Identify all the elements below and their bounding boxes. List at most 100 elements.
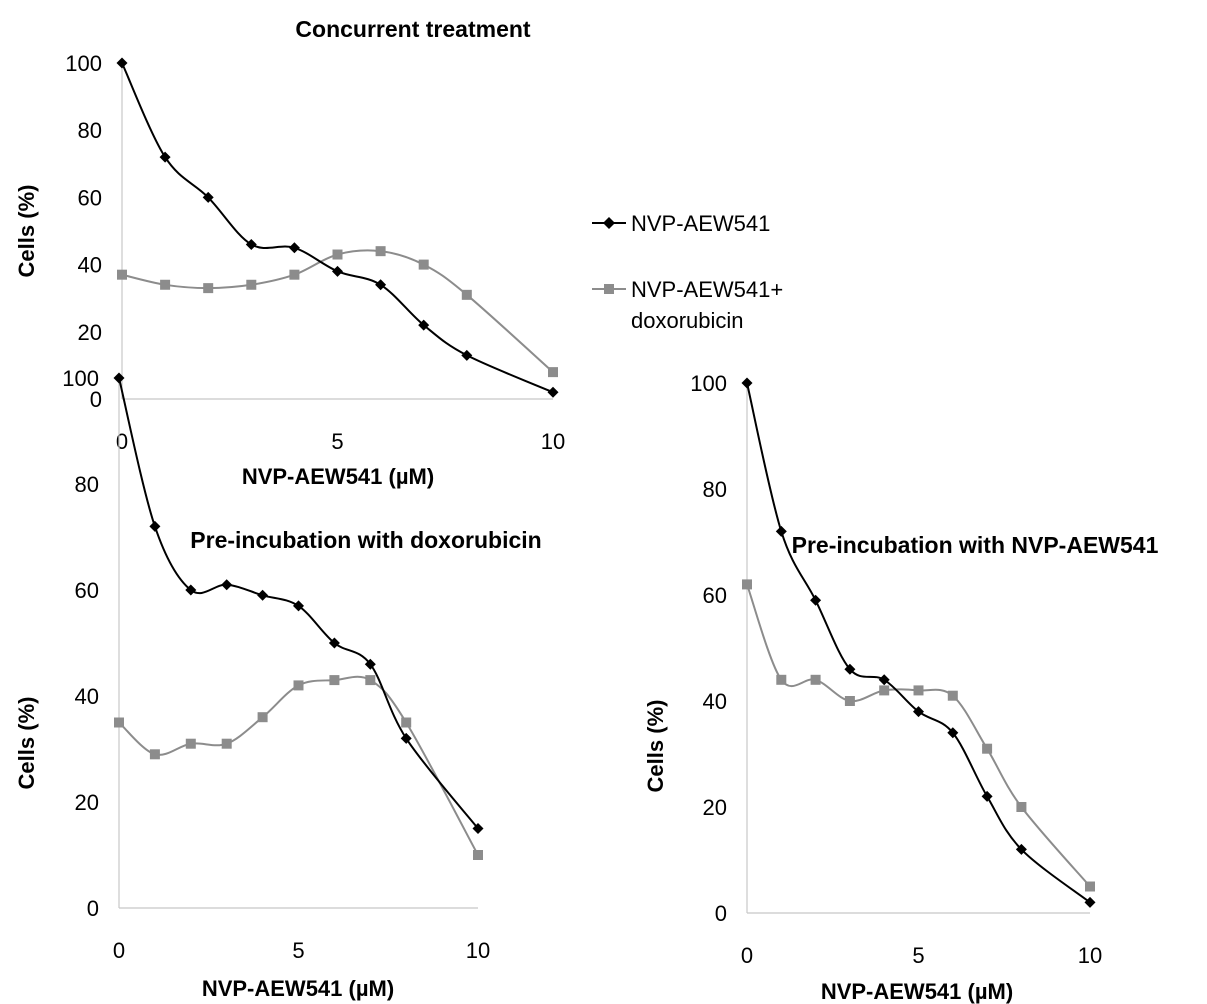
chart-concurrent-treatment: Concurrent treatment Cells (%) NVP-AEW54…	[14, 16, 565, 489]
x-tick-label: 0	[741, 943, 753, 968]
y-tick-label: 60	[703, 583, 727, 608]
y-tick-label: 0	[90, 387, 102, 412]
x-axis-label: NVP-AEW541 (µM)	[202, 976, 394, 1001]
x-tick-label: 10	[541, 429, 565, 454]
data-point	[741, 377, 753, 389]
data-point	[332, 249, 343, 260]
data-point	[293, 600, 304, 612]
y-tick-label: 0	[87, 896, 99, 921]
x-tick-label: 5	[912, 943, 924, 968]
data-point	[879, 685, 890, 696]
data-point	[418, 319, 430, 331]
data-point	[400, 732, 412, 744]
data-point	[185, 584, 197, 596]
data-point	[401, 717, 412, 728]
y-tick-label: 60	[75, 578, 99, 603]
data-point	[548, 367, 558, 378]
y-tick-label: 100	[690, 371, 727, 396]
legend: NVP-AEW541 NVP-AEW541+ doxorubicin	[592, 211, 783, 333]
legend-item-nvp-aew541-doxorubicin: NVP-AEW541+ doxorubicin	[592, 277, 783, 333]
data-point	[365, 675, 376, 686]
data-point	[810, 674, 821, 685]
y-tick-label: 80	[75, 472, 99, 497]
data-point	[472, 823, 484, 834]
diamond-marker-icon	[603, 217, 615, 229]
data-point	[245, 238, 257, 250]
legend-item-nvp-aew541: NVP-AEW541	[592, 211, 770, 236]
data-point	[221, 579, 233, 591]
data-point	[878, 674, 890, 686]
legend-label-line-1: NVP-AEW541+	[631, 277, 783, 302]
data-point	[461, 289, 472, 300]
data-point	[288, 242, 300, 254]
data-point	[160, 279, 171, 290]
data-point	[257, 589, 269, 601]
data-point	[203, 283, 214, 294]
chart-title: Concurrent treatment	[295, 16, 530, 42]
data-point	[257, 712, 268, 723]
y-tick-label: 40	[78, 253, 102, 278]
square-marker-icon	[604, 284, 614, 294]
series-line	[121, 62, 554, 394]
data-point	[473, 850, 483, 860]
data-point	[742, 579, 752, 590]
data-point	[364, 658, 376, 670]
series-line	[118, 675, 479, 856]
legend-label: NVP-AEW541	[631, 211, 770, 236]
data-point	[328, 637, 340, 649]
data-point	[1084, 896, 1096, 908]
data-point	[149, 749, 160, 760]
data-point	[981, 790, 993, 802]
y-tick-label: 20	[75, 790, 99, 815]
y-tick-label: 40	[75, 684, 99, 709]
data-point	[947, 690, 958, 701]
data-point	[844, 696, 855, 706]
series-line	[746, 382, 1091, 904]
data-point	[913, 706, 924, 718]
data-point	[246, 279, 257, 290]
y-tick-label: 20	[703, 795, 727, 820]
data-point	[293, 680, 304, 691]
data-point	[810, 594, 822, 606]
data-point	[221, 738, 232, 749]
x-tick-label: 5	[292, 938, 304, 963]
y-tick-label: 40	[703, 689, 727, 714]
chart-title: Pre-incubation with doxorubicin	[190, 527, 541, 553]
x-tick-label: 10	[466, 938, 490, 963]
y-tick-label: 60	[78, 185, 102, 210]
y-axis-label: Cells (%)	[643, 700, 668, 793]
y-tick-label: 100	[65, 51, 102, 76]
series-line	[746, 584, 1091, 888]
data-point	[913, 685, 924, 696]
data-point	[375, 246, 386, 257]
y-axis-label: Cells (%)	[14, 697, 39, 790]
chart-preincubation-nvp-aew541: Pre-incubation with NVP-AEW541 Cells (%)…	[643, 371, 1159, 1004]
data-point	[329, 675, 340, 686]
data-point	[202, 191, 214, 203]
data-point	[1085, 881, 1095, 892]
x-axis-label: NVP-AEW541 (µM)	[242, 464, 434, 489]
data-point	[149, 520, 161, 532]
data-point	[375, 279, 387, 291]
y-tick-label: 0	[715, 901, 727, 926]
legend-label-line-2: doxorubicin	[631, 308, 744, 333]
x-tick-label: 0	[116, 429, 128, 454]
x-tick-label: 10	[1078, 943, 1102, 968]
data-point	[982, 743, 993, 754]
y-tick-label: 80	[78, 118, 102, 143]
data-point	[947, 727, 959, 739]
y-tick-label: 100	[62, 366, 99, 391]
data-point	[547, 386, 559, 398]
y-axis-label: Cells (%)	[14, 185, 39, 278]
data-point	[159, 151, 171, 163]
data-point	[844, 663, 856, 675]
x-tick-label: 0	[113, 938, 125, 963]
data-point	[1015, 843, 1027, 855]
data-point	[776, 674, 787, 685]
data-point	[114, 717, 124, 728]
chart-preincubation-doxorubicin: Pre-incubation with doxorubicin Cells (%…	[14, 366, 542, 1001]
data-point	[113, 372, 125, 384]
chart-title: Pre-incubation with NVP-AEW541	[792, 532, 1159, 558]
x-tick-label: 5	[331, 429, 343, 454]
